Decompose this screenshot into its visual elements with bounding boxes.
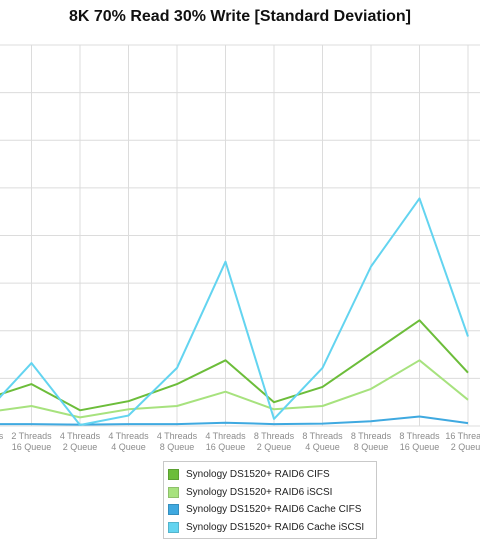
series-line-2	[0, 415, 469, 426]
series-line-1	[0, 359, 469, 419]
legend-swatch	[168, 486, 179, 498]
chart-title: 8K 70% Read 30% Write [Standard Deviatio…	[68, 8, 412, 25]
legend-label: Synology DS1520+ RAID6 iSCSI	[186, 486, 333, 498]
legend-item: Synology DS1520+ RAID6 Cache CIFS	[168, 501, 372, 519]
legend-swatch	[168, 469, 179, 481]
series-lines	[0, 197, 469, 426]
x-tick-label: 8 Threads 16 Queue	[399, 431, 440, 452]
x-tick-label: 4 Threads 2 Queue	[60, 431, 101, 452]
x-tick-label: 8 Threads 8 Queue	[351, 431, 392, 452]
x-tick-label: 2 Threads 16 Queue	[11, 431, 52, 452]
x-tick-label: 4 Threads 16 Queue	[205, 431, 246, 452]
legend-item: Synology DS1520+ RAID6 CIFS	[168, 466, 372, 484]
legend-item: Synology DS1520+ RAID6 iSCSI	[168, 484, 372, 502]
legend-label: Synology DS1520+ RAID6 Cache iSCSI	[186, 521, 365, 533]
x-tick-label: 8 Threads 4 Queue	[302, 431, 343, 452]
legend-swatch	[168, 504, 179, 516]
x-tick-label: 8 Threads 2 Queue	[254, 431, 295, 452]
x-tick-label: 4 Threads 8 Queue	[157, 431, 198, 452]
legend: Synology DS1520+ RAID6 CIFS Synology DS15…	[163, 461, 377, 539]
legend-label: Synology DS1520+ RAID6 Cache CIFS	[186, 504, 362, 516]
series-line-3	[0, 197, 469, 426]
legend-swatch	[168, 521, 179, 533]
series-line-0	[0, 319, 469, 412]
legend-item: Synology DS1520+ RAID6 Cache iSCSI	[168, 519, 372, 537]
legend-label: Synology DS1520+ RAID6 CIFS	[186, 469, 330, 481]
x-tick-label: 4 Threads 4 Queue	[108, 431, 149, 452]
grid-lines	[0, 44, 480, 427]
